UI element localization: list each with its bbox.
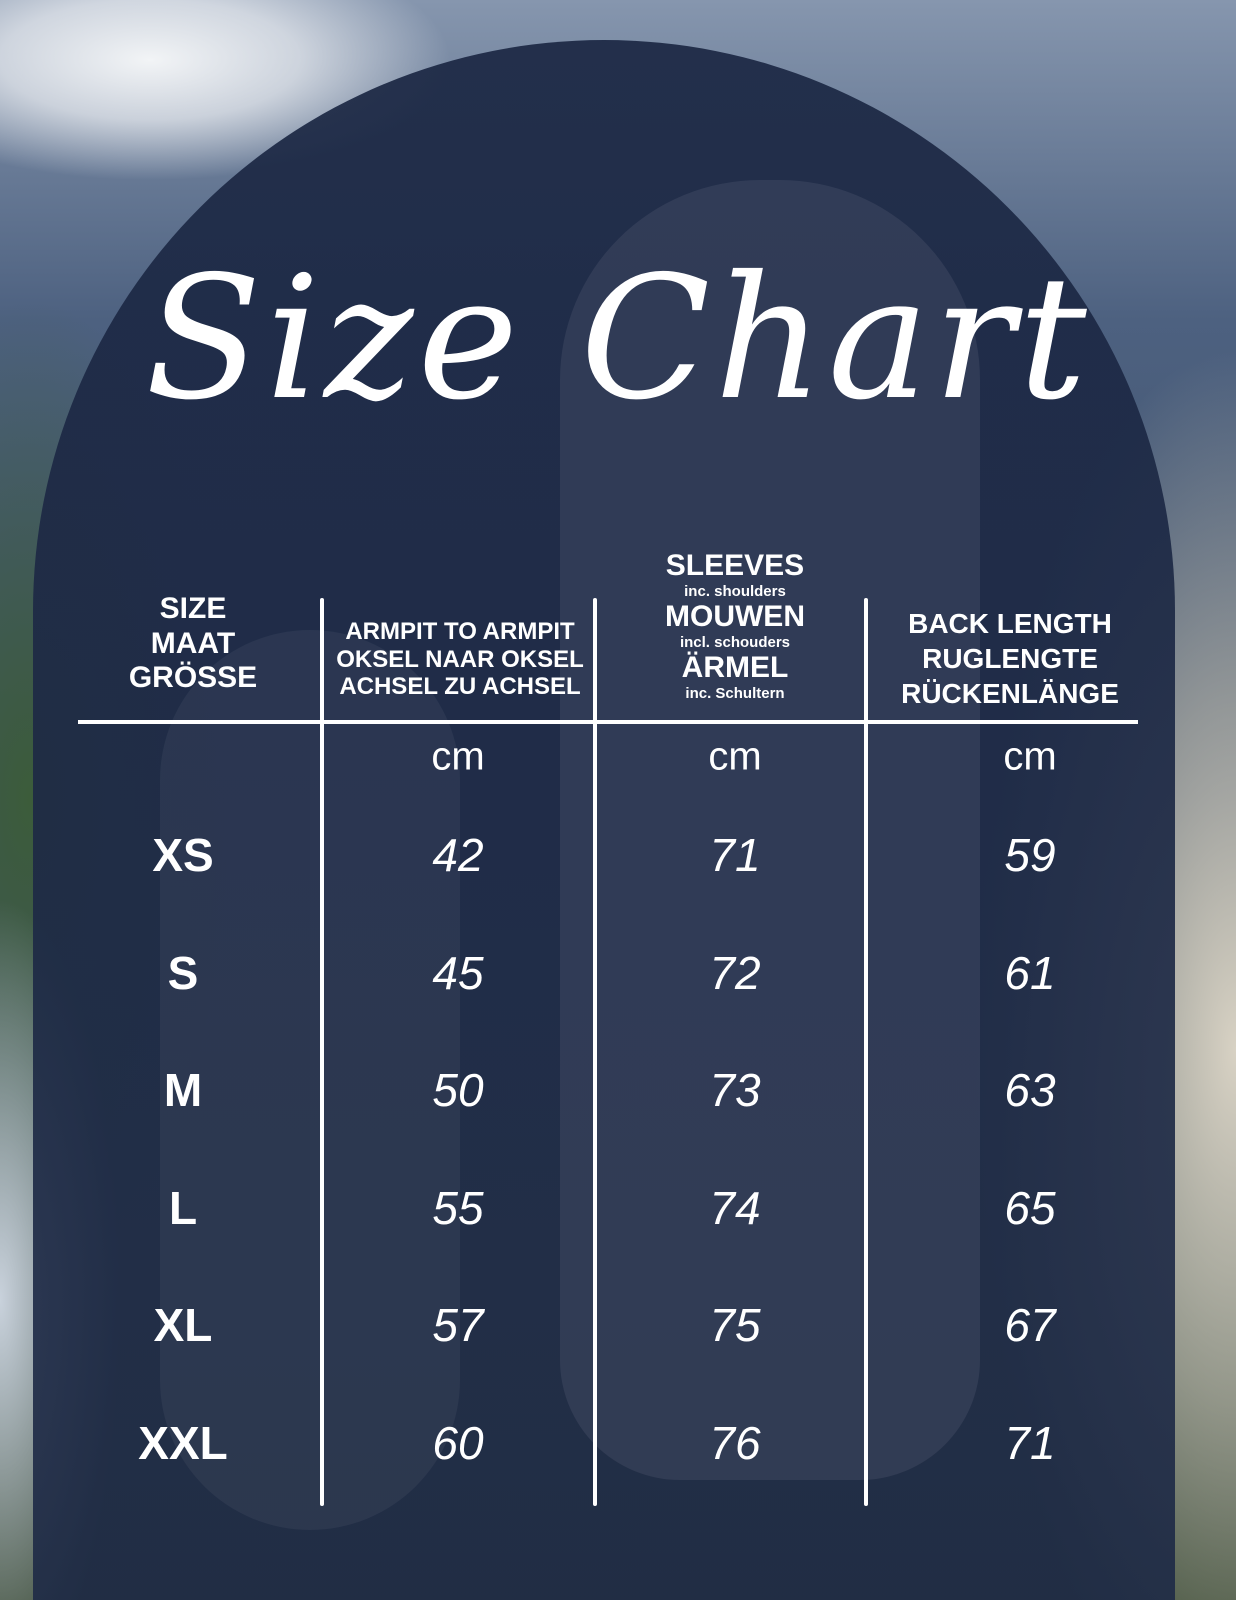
armpit-cell: 57 [432,1299,484,1352]
back-length-cell: 63 [1004,1064,1056,1117]
armpit-cell: 55 [432,1181,484,1234]
size-cell: M [163,1064,203,1117]
page-title: Size Chart [145,240,1091,438]
size-cell: L [168,1181,198,1234]
sleeve-cell: 73 [709,1064,761,1117]
header-line: RÜCKENLÄNGE [901,678,1119,709]
header-subline: incl. schouders [679,633,791,651]
header-line: RUGLENGTE [922,643,1098,674]
size-cell: S [167,946,199,999]
header-line: OKSEL NAAR OKSEL [336,645,584,673]
header-armpit: ARMPIT TO ARMPIT OKSEL NAAR OKSEL ACHSEL… [326,618,594,701]
unit-label: cm [1003,734,1057,779]
header-line: GRÖSSE [128,661,258,694]
column-divider [864,598,868,1506]
background-sheep [560,180,980,1480]
size-cell: XS [152,829,214,881]
armpit-cell: 42 [432,829,484,881]
header-size: SIZE MAAT GRÖSSE [83,592,303,696]
back-length-cell: 67 [1004,1299,1056,1352]
back-length-cell: 65 [1004,1181,1056,1234]
header-line: MAAT [150,626,236,660]
header-divider [78,720,1138,724]
header-line: SIZE [159,592,227,625]
size-cell: XXL [138,1417,228,1469]
unit-label: cm [431,734,485,779]
column-divider [593,598,597,1506]
header-subline: inc. shoulders [684,582,786,600]
header-back: BACK LENGTH RUGLENGTE RÜCKENLÄNGE [872,606,1148,711]
arch-panel [33,40,1175,1600]
header-line: ÄRMEL [681,651,789,684]
size-cell: XL [153,1299,213,1352]
header-subline: inc. Schultern [685,684,785,702]
armpit-cell: 60 [432,1417,484,1469]
header-line: BACK LENGTH [908,608,1112,639]
back-length-cell: 71 [1004,1417,1056,1469]
sleeve-cell: 74 [709,1181,761,1234]
header-line: ACHSEL ZU ACHSEL [339,673,581,701]
unit-label: cm [708,734,762,779]
back-length-cell: 59 [1004,829,1056,881]
sleeve-cell: 75 [709,1299,761,1352]
armpit-cell: 50 [432,1064,484,1117]
header-line: SLEEVES [665,549,805,582]
header-line: MOUWEN [665,600,805,633]
back-length-cell: 61 [1004,946,1056,999]
sleeve-cell: 72 [709,946,761,999]
background-sheep [160,630,460,1530]
header-line: ARMPIT TO ARMPIT [345,618,575,645]
armpit-cell: 45 [432,946,484,999]
sleeve-cell: 76 [709,1417,761,1469]
column-divider [320,598,324,1506]
sleeve-cell: 71 [709,829,761,881]
header-sleeves: SLEEVES inc. shoulders MOUWEN incl. scho… [600,549,870,702]
